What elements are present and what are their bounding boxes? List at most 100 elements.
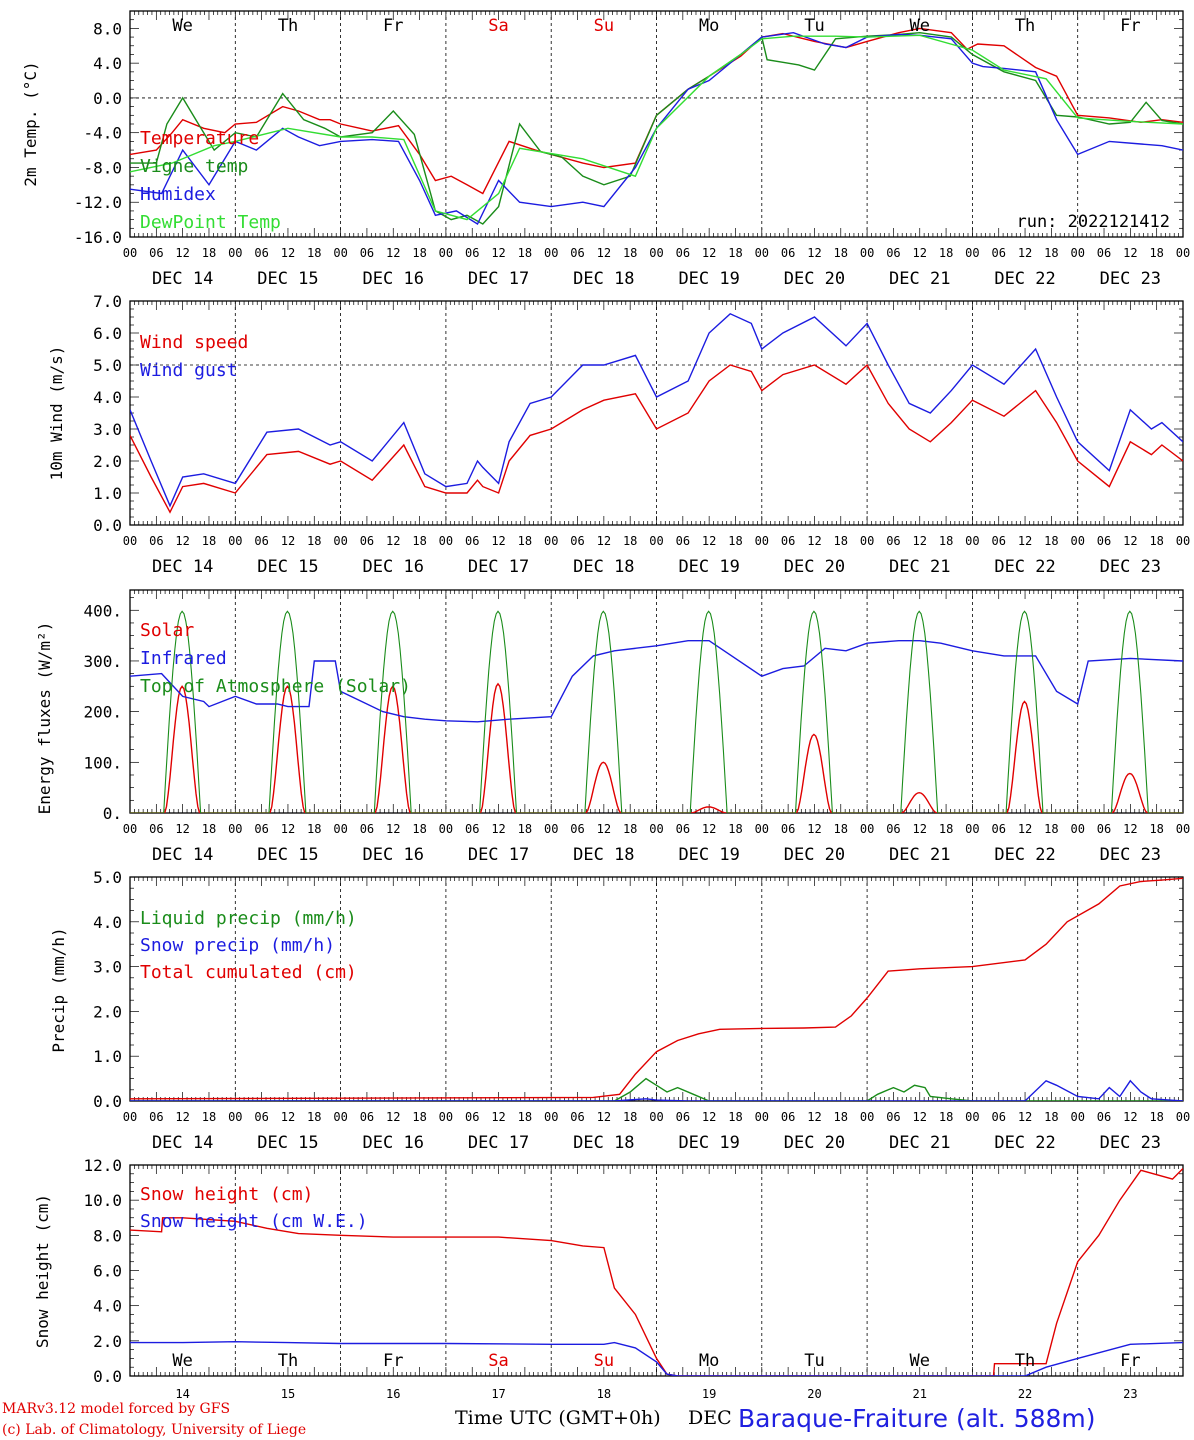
weekday-label: We (172, 1351, 192, 1371)
y-tick-label: 400. (83, 601, 122, 620)
date-label: DEC 16 (363, 1133, 424, 1153)
y-tick-label: -12.0 (74, 193, 122, 212)
hour-tick-label: 18 (307, 822, 321, 836)
hour-tick-label: 00 (649, 534, 663, 548)
hour-tick-label: 12 (1123, 1110, 1137, 1124)
hour-tick-label: 06 (360, 246, 374, 260)
hour-tick-label: 00 (439, 246, 453, 260)
hour-tick-label: 12 (175, 1110, 189, 1124)
hour-tick-label: 18 (1044, 822, 1058, 836)
weekday-label: Fr (1120, 1351, 1140, 1371)
hour-tick-label: 18 (623, 246, 637, 260)
hour-tick-label: 18 (412, 534, 426, 548)
hour-tick-label: 00 (228, 822, 242, 836)
date-label: DEC 15 (257, 269, 318, 289)
date-label: DEC 16 (363, 845, 424, 865)
hour-tick-label: 12 (1018, 1110, 1032, 1124)
hour-tick-label: 12 (913, 822, 927, 836)
hour-tick-label: 00 (123, 822, 137, 836)
date-label: DEC 20 (784, 269, 845, 289)
hour-tick-label: 06 (1097, 246, 1111, 260)
date-label: DEC 14 (152, 845, 213, 865)
weekday-label: We (910, 1351, 930, 1371)
y-tick-label: 10.0 (83, 1191, 122, 1210)
date-label: DEC 18 (573, 557, 634, 577)
y-tick-label: 4.0 (93, 913, 122, 932)
hour-tick-label: 06 (1097, 822, 1111, 836)
panel-1: 8.0 4.0 0.0 -4.0 -8.0 -12.0 -16.0 2m Temp. (°C)… (21, 10, 1190, 289)
hour-tick-label: 18 (307, 246, 321, 260)
hour-tick-label: 06 (149, 534, 163, 548)
panel-5: 12.0 10.0 8.0 6.0 4.0 2.0 0.0 Snow height (cm) S… (33, 1156, 1184, 1386)
hour-tick-label: 12 (807, 822, 821, 836)
series-line-wind-speed (130, 363, 1183, 514)
hour-tick-label: 18 (307, 1110, 321, 1124)
y-tick-label: 1.0 (93, 1047, 122, 1066)
y-tick-label: 5.0 (93, 356, 122, 375)
hour-tick-label: 06 (1097, 534, 1111, 548)
hour-tick-label: 00 (544, 822, 558, 836)
hour-tick-label: 12 (175, 246, 189, 260)
hour-tick-label: 18 (728, 1110, 742, 1124)
series-line-snow-height-cm (130, 1168, 1183, 1376)
hour-tick-label: 00 (860, 246, 874, 260)
y-tick-label: 3.0 (93, 420, 122, 439)
date-label: DEC 22 (994, 557, 1055, 577)
date-label: DEC 19 (678, 269, 739, 289)
date-label: DEC 15 (257, 1133, 318, 1153)
date-label: DEC 16 (363, 269, 424, 289)
y-tick-label: 100. (83, 753, 122, 772)
date-label: DEC 17 (468, 1133, 529, 1153)
hour-tick-label: 06 (360, 534, 374, 548)
hour-tick-label: 06 (781, 534, 795, 548)
hour-tick-label: 06 (676, 246, 690, 260)
hour-tick-label: 12 (281, 534, 295, 548)
hour-tick-label: 18 (518, 534, 532, 548)
hour-tick-label: 00 (965, 534, 979, 548)
hour-tick-label: 00 (755, 246, 769, 260)
date-label: DEC 23 (1100, 845, 1161, 865)
hour-tick-label: 00 (649, 246, 663, 260)
hour-tick-label: 18 (1149, 246, 1163, 260)
hour-tick-label: 18 (939, 246, 953, 260)
hour-tick-label: 12 (386, 1110, 400, 1124)
hour-tick-label: 06 (465, 246, 479, 260)
hour-tick-label: 12 (702, 822, 716, 836)
run-label: run: 2022121412 (1016, 212, 1170, 232)
y-tick-label: 1.0 (93, 484, 122, 503)
panel-3: 400. 300. 200. 100. 0. Energy fluxes (W/m²) 00… (35, 589, 1190, 865)
hour-tick-label: 18 (202, 1110, 216, 1124)
weekday-label: Th (278, 1351, 298, 1371)
hour-tick-label: 00 (1176, 1110, 1190, 1124)
weekday-label: Tu (804, 16, 824, 36)
hour-tick-label: 06 (570, 822, 584, 836)
day-number-label: 22 (1018, 1387, 1032, 1401)
hour-tick-label: 12 (807, 534, 821, 548)
hour-tick-label: 00 (544, 1110, 558, 1124)
legend-entry: DewPoint Temp (140, 212, 281, 233)
weekday-label: Fr (1120, 16, 1140, 36)
series-layer (130, 1168, 1183, 1376)
date-label: DEC 17 (468, 845, 529, 865)
hour-tick-label: 00 (755, 1110, 769, 1124)
date-label: DEC 20 (784, 845, 845, 865)
hour-tick-label: 12 (597, 1110, 611, 1124)
day-number-label: 17 (491, 1387, 505, 1401)
hour-tick-label: 18 (834, 246, 848, 260)
date-label: DEC 19 (678, 845, 739, 865)
date-label: DEC 15 (257, 845, 318, 865)
series-layer (130, 27, 1183, 226)
hour-tick-label: 00 (1070, 822, 1084, 836)
legend-entry: Snow height (cm W.E.) (140, 1211, 368, 1232)
hour-tick-label: 00 (439, 534, 453, 548)
hour-tick-label: 00 (965, 1110, 979, 1124)
hour-tick-label: 00 (228, 246, 242, 260)
hour-tick-label: 18 (1149, 822, 1163, 836)
date-label: DEC 17 (468, 269, 529, 289)
hour-tick-label: 12 (702, 1110, 716, 1124)
hour-tick-label: 18 (834, 1110, 848, 1124)
hour-tick-label: 18 (1149, 1110, 1163, 1124)
legend-entry: Top of Atmosphere (Solar) (140, 676, 411, 697)
hour-tick-label: 06 (360, 1110, 374, 1124)
